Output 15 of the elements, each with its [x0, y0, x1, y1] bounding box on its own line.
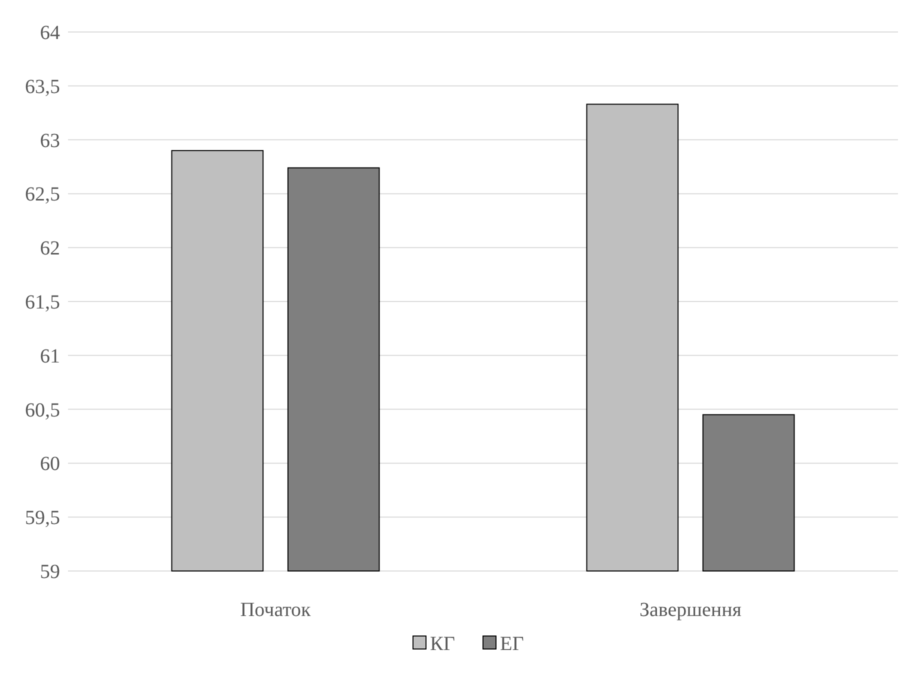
y-tick-label: 60 [40, 453, 60, 476]
legend-label: ЕГ [500, 633, 524, 655]
y-tick-label: 61,5 [25, 292, 60, 314]
y-tick-label: 62 [40, 238, 60, 260]
y-tick-label: 59 [40, 561, 60, 583]
x-tick-label: Завершення [640, 599, 742, 621]
x-tick-label: Початок [240, 599, 312, 621]
y-tick-label: 62,5 [25, 184, 60, 206]
y-tick-label: 61 [40, 345, 60, 368]
y-tick-label: 60,5 [25, 399, 60, 422]
y-tick-label: 63 [40, 130, 60, 152]
y-tick-label: 63,5 [25, 76, 60, 98]
y-tick-label: 64 [40, 22, 60, 44]
legend-label: КГ [430, 633, 455, 655]
y-tick-label: 59,5 [25, 507, 60, 530]
